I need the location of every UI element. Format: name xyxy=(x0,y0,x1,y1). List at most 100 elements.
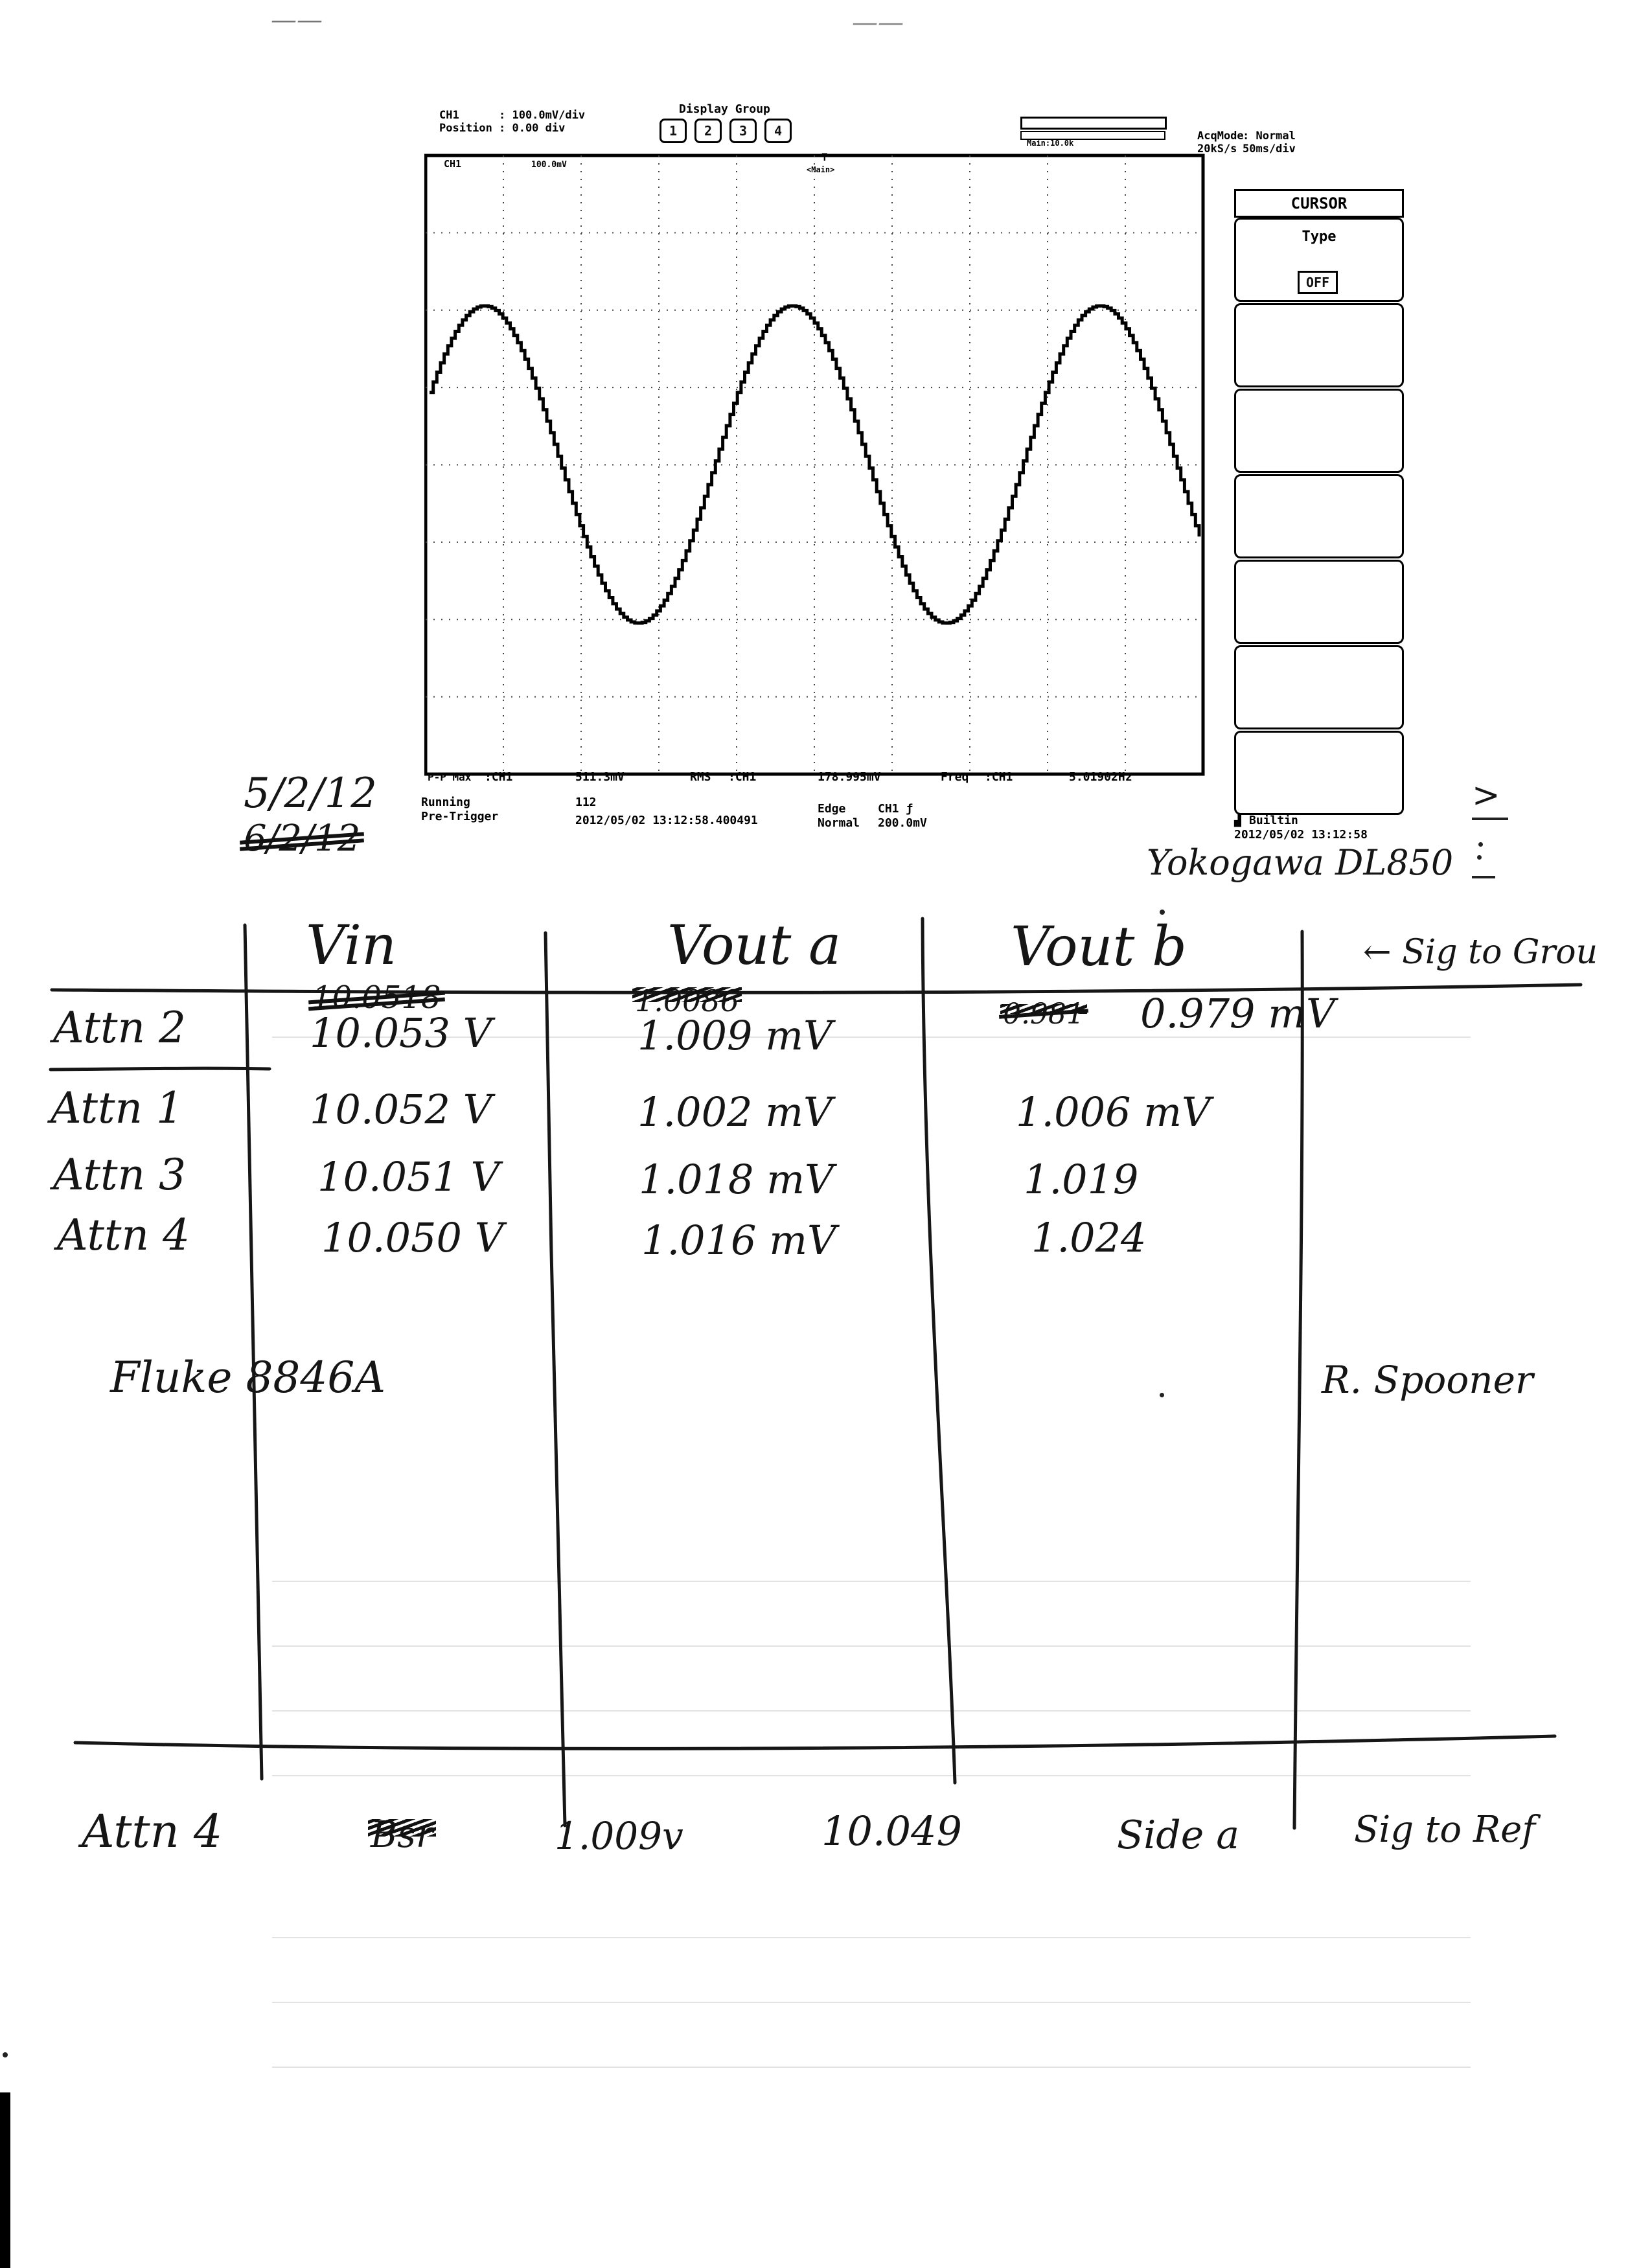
attn4-vin: 10.050 V xyxy=(321,1214,504,1261)
bottom-note: Sig to Ref xyxy=(1354,1809,1535,1851)
display-group-title: Display Group xyxy=(679,102,770,116)
multimeter-model: Fluke 8846A xyxy=(110,1353,386,1403)
trigger-level: 200.0mV xyxy=(878,816,927,830)
scan-speck xyxy=(3,2052,8,2057)
cursor-panel-title: CURSOR xyxy=(1234,189,1404,218)
trigger-position-marker: T xyxy=(821,151,828,163)
pp-label: P-P Max xyxy=(428,771,472,783)
record-bar xyxy=(1020,131,1165,140)
rule-line xyxy=(272,1710,1471,1712)
softkey-3[interactable] xyxy=(1234,389,1404,473)
softkey-5[interactable] xyxy=(1234,560,1404,644)
trigger-mode: Normal xyxy=(818,816,860,830)
storage-label: Builtin xyxy=(1249,814,1298,827)
trigger-mode-pre: Pre-Trigger xyxy=(421,810,499,823)
attn2-vout-b-struck: 0.981 xyxy=(998,998,1089,1031)
bottom-struck: Bsr xyxy=(368,1814,436,1856)
screen-grid xyxy=(426,155,1203,774)
freq-label: Freq xyxy=(941,770,969,784)
col-header-vout-a: Vout a xyxy=(667,913,842,977)
side-dot-1 xyxy=(1478,842,1483,847)
row-label-attn-2: Attn 2 xyxy=(53,1003,187,1053)
zoom-position-bar xyxy=(1020,117,1167,130)
time-per-div: 50ms/div xyxy=(1243,143,1296,155)
display-group-2[interactable]: 2 xyxy=(694,119,722,143)
rule-line xyxy=(272,1775,1471,1776)
cursor-type-label: Type xyxy=(1302,229,1337,245)
attn4-vout-b: 1.024 xyxy=(1031,1214,1147,1261)
storage-icon: ▟ xyxy=(1234,814,1241,827)
scan-edge-artifact xyxy=(0,2092,10,2268)
rule-line xyxy=(272,2067,1471,2068)
pp-channel: :CH1 xyxy=(485,770,513,784)
attn2-vout-b: 0.979 mV xyxy=(1140,990,1335,1037)
bottom-label: Attn 4 xyxy=(82,1805,223,1858)
attn2-vin: 10.053 V xyxy=(310,1009,492,1057)
sample-rate: 20kS/s xyxy=(1197,143,1237,155)
side-dash-1 xyxy=(1472,818,1508,820)
storage-timestamp: 2012/05/02 13:12:58 xyxy=(1234,828,1368,842)
acq-timestamp: 2012/05/02 13:12:58.400491 xyxy=(575,814,758,827)
waveform-trace xyxy=(430,304,1201,625)
display-group-3[interactable]: 3 xyxy=(729,119,757,143)
attn3-vout-a: 1.018 mV xyxy=(639,1156,834,1203)
softkey-7[interactable] xyxy=(1234,731,1404,815)
freq-value: 5.01902Hz xyxy=(1069,770,1132,784)
softkey-4[interactable] xyxy=(1234,474,1404,558)
attn3-vout-b: 1.019 xyxy=(1024,1156,1139,1203)
ch-scale-value: : 100.0mV/div xyxy=(499,109,586,122)
col-header-vout-b: Vout b xyxy=(1011,915,1187,978)
row-label-attn-4: Attn 4 xyxy=(57,1210,190,1260)
trigger-position-label: <Main> xyxy=(807,165,834,174)
cursor-type-softkey[interactable]: Type xyxy=(1234,218,1404,302)
bottom-side: Side a xyxy=(1117,1813,1240,1858)
run-state: Running xyxy=(421,796,470,809)
trigger-source: CH1 ƒ xyxy=(878,802,913,816)
rule-line xyxy=(272,1037,1471,1038)
attn2-vout-a-struck: 1.0086 xyxy=(632,983,742,1018)
row-label-attn-3: Attn 3 xyxy=(53,1150,187,1200)
freq-channel: :CH1 xyxy=(985,770,1013,784)
ground-marker: 1 xyxy=(424,466,426,477)
pp-value: 511.3mV xyxy=(575,770,625,784)
col-header-vin: Vin xyxy=(306,913,397,977)
rms-value: 178.995mV xyxy=(818,770,881,784)
acq-count: 112 xyxy=(575,796,597,809)
top-mark-2: —— xyxy=(852,8,904,38)
instrument-name: Yokogawa DL850 xyxy=(1147,842,1454,883)
position-value: : 0.00 div xyxy=(499,122,566,135)
display-group-4[interactable]: 4 xyxy=(764,119,792,143)
acq-mode-value: : Normal xyxy=(1243,130,1296,143)
rms-channel: :CH1 xyxy=(728,770,757,784)
handwritten-date: 5/2/12 xyxy=(244,770,377,818)
sig-to-ground-note: ← Sig to Grou xyxy=(1363,933,1598,972)
side-dot-2 xyxy=(1477,855,1482,860)
attn2-vout-a: 1.009 mV xyxy=(637,1012,832,1059)
acq-mode-label: AcqMode xyxy=(1197,130,1244,143)
display-group-1[interactable]: 1 xyxy=(660,119,687,143)
rms-label: RMS xyxy=(690,770,711,784)
rule-line xyxy=(272,1581,1471,1582)
top-mark-1: —— xyxy=(271,5,323,35)
stray-dot-2 xyxy=(1160,1393,1164,1397)
oscilloscope-screen: CH1 100.0mV T <Main> T 1 xyxy=(424,151,1205,776)
author-name: R. Spooner xyxy=(1322,1358,1533,1402)
main-record-label: Main:10.0k xyxy=(1027,139,1074,148)
attn3-vin: 10.051 V xyxy=(317,1153,500,1200)
side-mark: > xyxy=(1472,776,1500,815)
softkey-6[interactable] xyxy=(1234,645,1404,729)
softkey-2[interactable] xyxy=(1234,303,1404,387)
attn2-vin-struck: 10.0518 xyxy=(308,979,445,1016)
screen-ch-scale: 100.0mV xyxy=(531,160,567,170)
rule-line xyxy=(272,1937,1471,1938)
screen-ch-tag: CH1 xyxy=(444,158,461,170)
position-label: Position xyxy=(439,122,492,135)
attn4-vout-a: 1.016 mV xyxy=(641,1217,836,1264)
trigger-type: Edge xyxy=(818,802,846,816)
row-label-attn-1: Attn 1 xyxy=(51,1083,184,1133)
attn1-vout-b: 1.006 mV xyxy=(1016,1088,1211,1136)
attn1-vin: 10.052 V xyxy=(310,1086,492,1133)
bottom-v2: 10.049 xyxy=(821,1807,962,1855)
cursor-type-value[interactable]: OFF xyxy=(1298,271,1338,294)
ch-label: CH1 xyxy=(439,109,459,122)
